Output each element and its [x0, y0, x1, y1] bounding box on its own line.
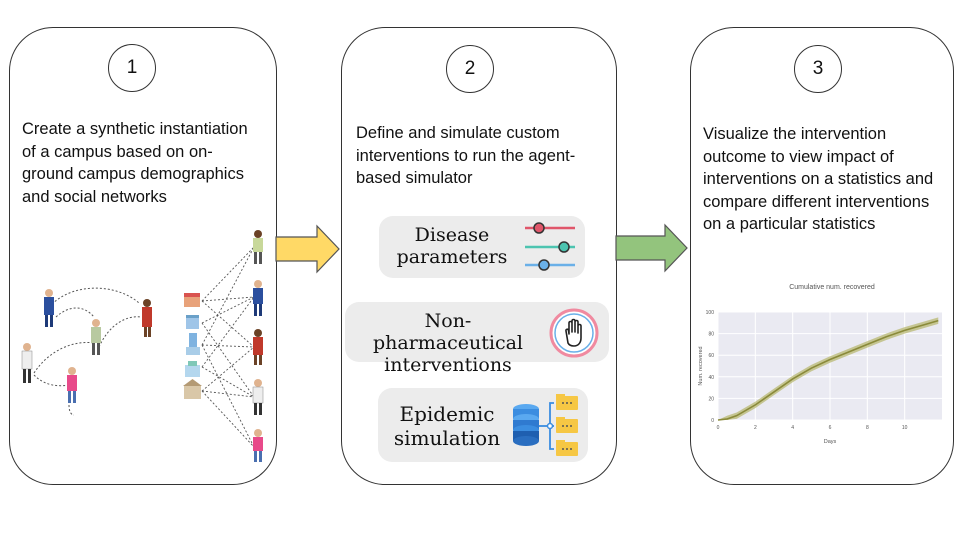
chart-title: Cumulative num. recovered [789, 284, 875, 291]
y-tick-label: 60 [708, 353, 714, 359]
hand-stop-icon [549, 308, 599, 358]
recovered-line-chart: 0 20 40 60 80 100 0 2 4 6 8 10 Days Num. recovered [698, 310, 942, 445]
confidence-band [718, 317, 939, 420]
x-tick-label: 6 [829, 425, 832, 431]
y-tick-label: 40 [708, 375, 714, 381]
x-tick-label: 2 [754, 425, 757, 431]
epidemic-simulation-label: Epidemic simulation [393, 402, 501, 450]
step-1-panel [9, 27, 277, 485]
flow-arrow-2 [615, 223, 688, 273]
step-1-number: 1 [108, 44, 156, 92]
flow-arrow-1 [275, 224, 340, 274]
campus-network-illustration [21, 230, 264, 462]
npi-label: Non-pharmaceutical interventions [372, 310, 524, 376]
step-2-description: Define and simulate custom interventions… [356, 124, 576, 187]
y-tick-label: 100 [706, 310, 715, 316]
x-tick-label: 10 [902, 425, 908, 431]
x-tick-label: 8 [866, 425, 869, 431]
x-tick-label: 4 [791, 425, 794, 431]
step-3-number: 3 [794, 45, 842, 93]
x-axis-label: Days [824, 439, 837, 445]
step-2-number: 2 [446, 45, 494, 93]
y-tick-label: 0 [711, 418, 714, 424]
x-tick-label: 0 [717, 425, 720, 431]
y-tick-label: 80 [708, 332, 714, 338]
y-axis-label: Num. recovered [698, 346, 704, 385]
y-tick-label: 20 [708, 396, 714, 402]
step-1-description: Create a synthetic instantiation of a ca… [22, 120, 248, 206]
building-icons [183, 293, 202, 399]
slider-settings-icon [525, 222, 575, 271]
disease-parameters-label: Disease parameters [396, 224, 508, 268]
people-icons [21, 230, 264, 462]
database-folders-icon [513, 394, 578, 456]
series-line [717, 319, 939, 421]
step-3-description: Visualize the intervention outcome to vi… [703, 125, 934, 233]
